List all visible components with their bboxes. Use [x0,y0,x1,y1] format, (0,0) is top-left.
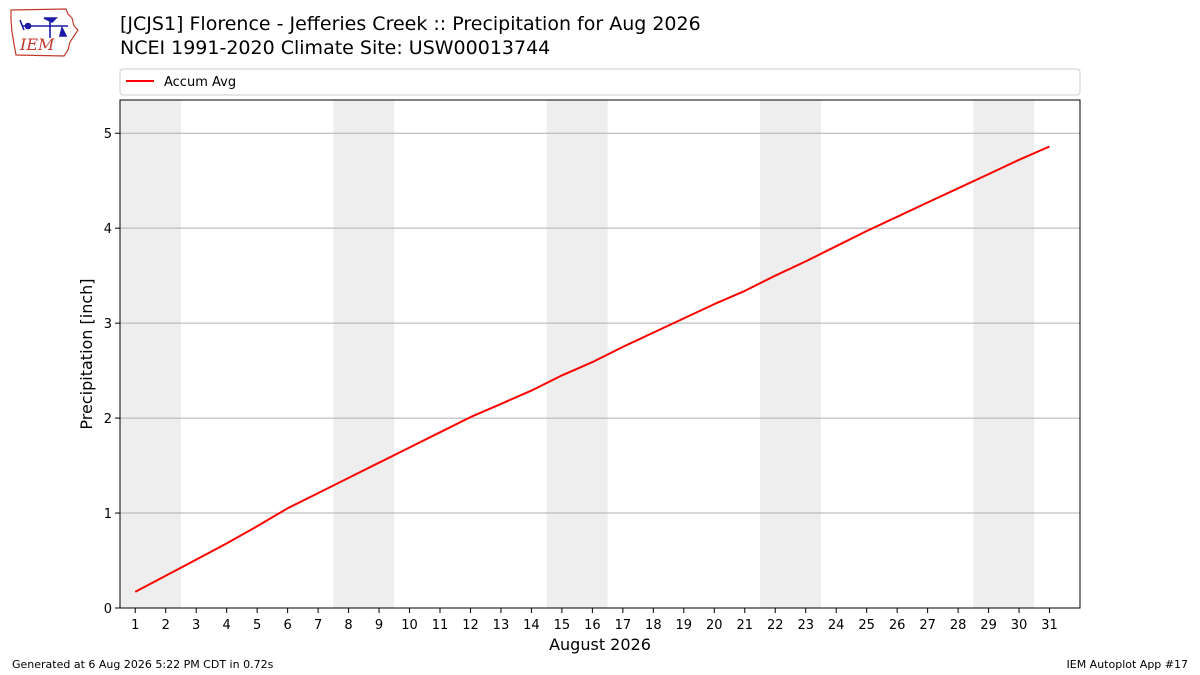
x-tick-label-12: 12 [462,618,479,633]
y-axis-label: Precipitation [inch] [77,278,96,429]
x-tick-label-14: 14 [523,618,540,633]
x-tick-label-26: 26 [889,618,906,633]
weekend-band-1 [333,100,395,608]
x-tick-label-20: 20 [706,618,723,633]
x-tick-label-13: 13 [493,618,510,633]
series-layer [134,145,1050,593]
weekend-shading [120,100,1035,608]
legend: Accum Avg [119,68,1081,96]
y-axis-ticks: 0 1 2 3 4 5 [104,127,120,617]
iem-logo: IEM [10,8,79,57]
x-tick-label-10: 10 [401,618,418,633]
plot-frame [119,99,1081,609]
iowa-outline [10,8,79,57]
weekend-band-0 [120,100,181,608]
x-tick-label-25: 25 [858,618,875,633]
y-tick-label-3: 3 [104,317,112,332]
x-tick-label-11: 11 [432,618,449,633]
chart-subtitle: NCEI 1991-2020 Climate Site: USW00013744 [120,37,551,59]
x-tick-label-2: 2 [162,618,170,633]
x-tick-label-8: 8 [344,618,352,633]
x-tick-label-3: 3 [192,618,200,633]
footer-app-text: IEM Autoplot App #17 [1066,658,1189,671]
y-tick-label-5: 5 [104,127,112,142]
x-tick-label-24: 24 [828,618,845,633]
y-tick-label-4: 4 [104,222,112,237]
x-tick-label-17: 17 [615,618,632,633]
weekend-band-4 [973,100,1035,608]
x-tick-label-16: 16 [584,618,601,633]
weekend-band-3 [760,100,821,608]
x-axis-ticks: 1 2 3 4 5 6 7 8 9 10 11 12 13 14 15 16 17 18 19 20 21 22 23 24 2… [131,608,1058,633]
x-tick-label-31: 31 [1041,618,1058,633]
legend-label-accum-avg: Accum Avg [164,75,236,90]
x-tick-label-21: 21 [736,618,753,633]
footer-generated-text: Generated at 6 Aug 2026 5:22 PM CDT in 0… [12,658,274,671]
x-tick-label-23: 23 [797,618,814,633]
weekend-band-2 [546,100,608,608]
x-tick-label-5: 5 [253,618,261,633]
horizontal-gridlines [120,132,1080,514]
x-tick-label-18: 18 [645,618,662,633]
chart-title: [JCJS1] Florence - Jefferies Creek :: Pr… [120,13,701,35]
x-tick-label-27: 27 [919,618,936,633]
x-tick-label-28: 28 [950,618,967,633]
x-tick-label-30: 30 [1011,618,1028,633]
y-tick-label-0: 0 [104,602,112,617]
x-tick-label-6: 6 [283,618,291,633]
x-tick-label-4: 4 [223,618,231,633]
x-axis-label: August 2026 [549,635,651,654]
x-tick-label-19: 19 [676,618,693,633]
x-tick-label-9: 9 [375,618,383,633]
x-tick-label-22: 22 [767,618,784,633]
logo-text: IEM [19,35,55,54]
x-tick-label-29: 29 [980,618,997,633]
x-tick-label-1: 1 [131,618,139,633]
series-line-accum-avg [134,145,1050,593]
legend-box [119,68,1081,96]
y-tick-label-2: 2 [104,412,112,427]
weather-station-icon [19,17,68,38]
x-tick-label-15: 15 [554,618,571,633]
x-tick-label-7: 7 [314,618,322,633]
y-tick-label-1: 1 [104,507,112,522]
